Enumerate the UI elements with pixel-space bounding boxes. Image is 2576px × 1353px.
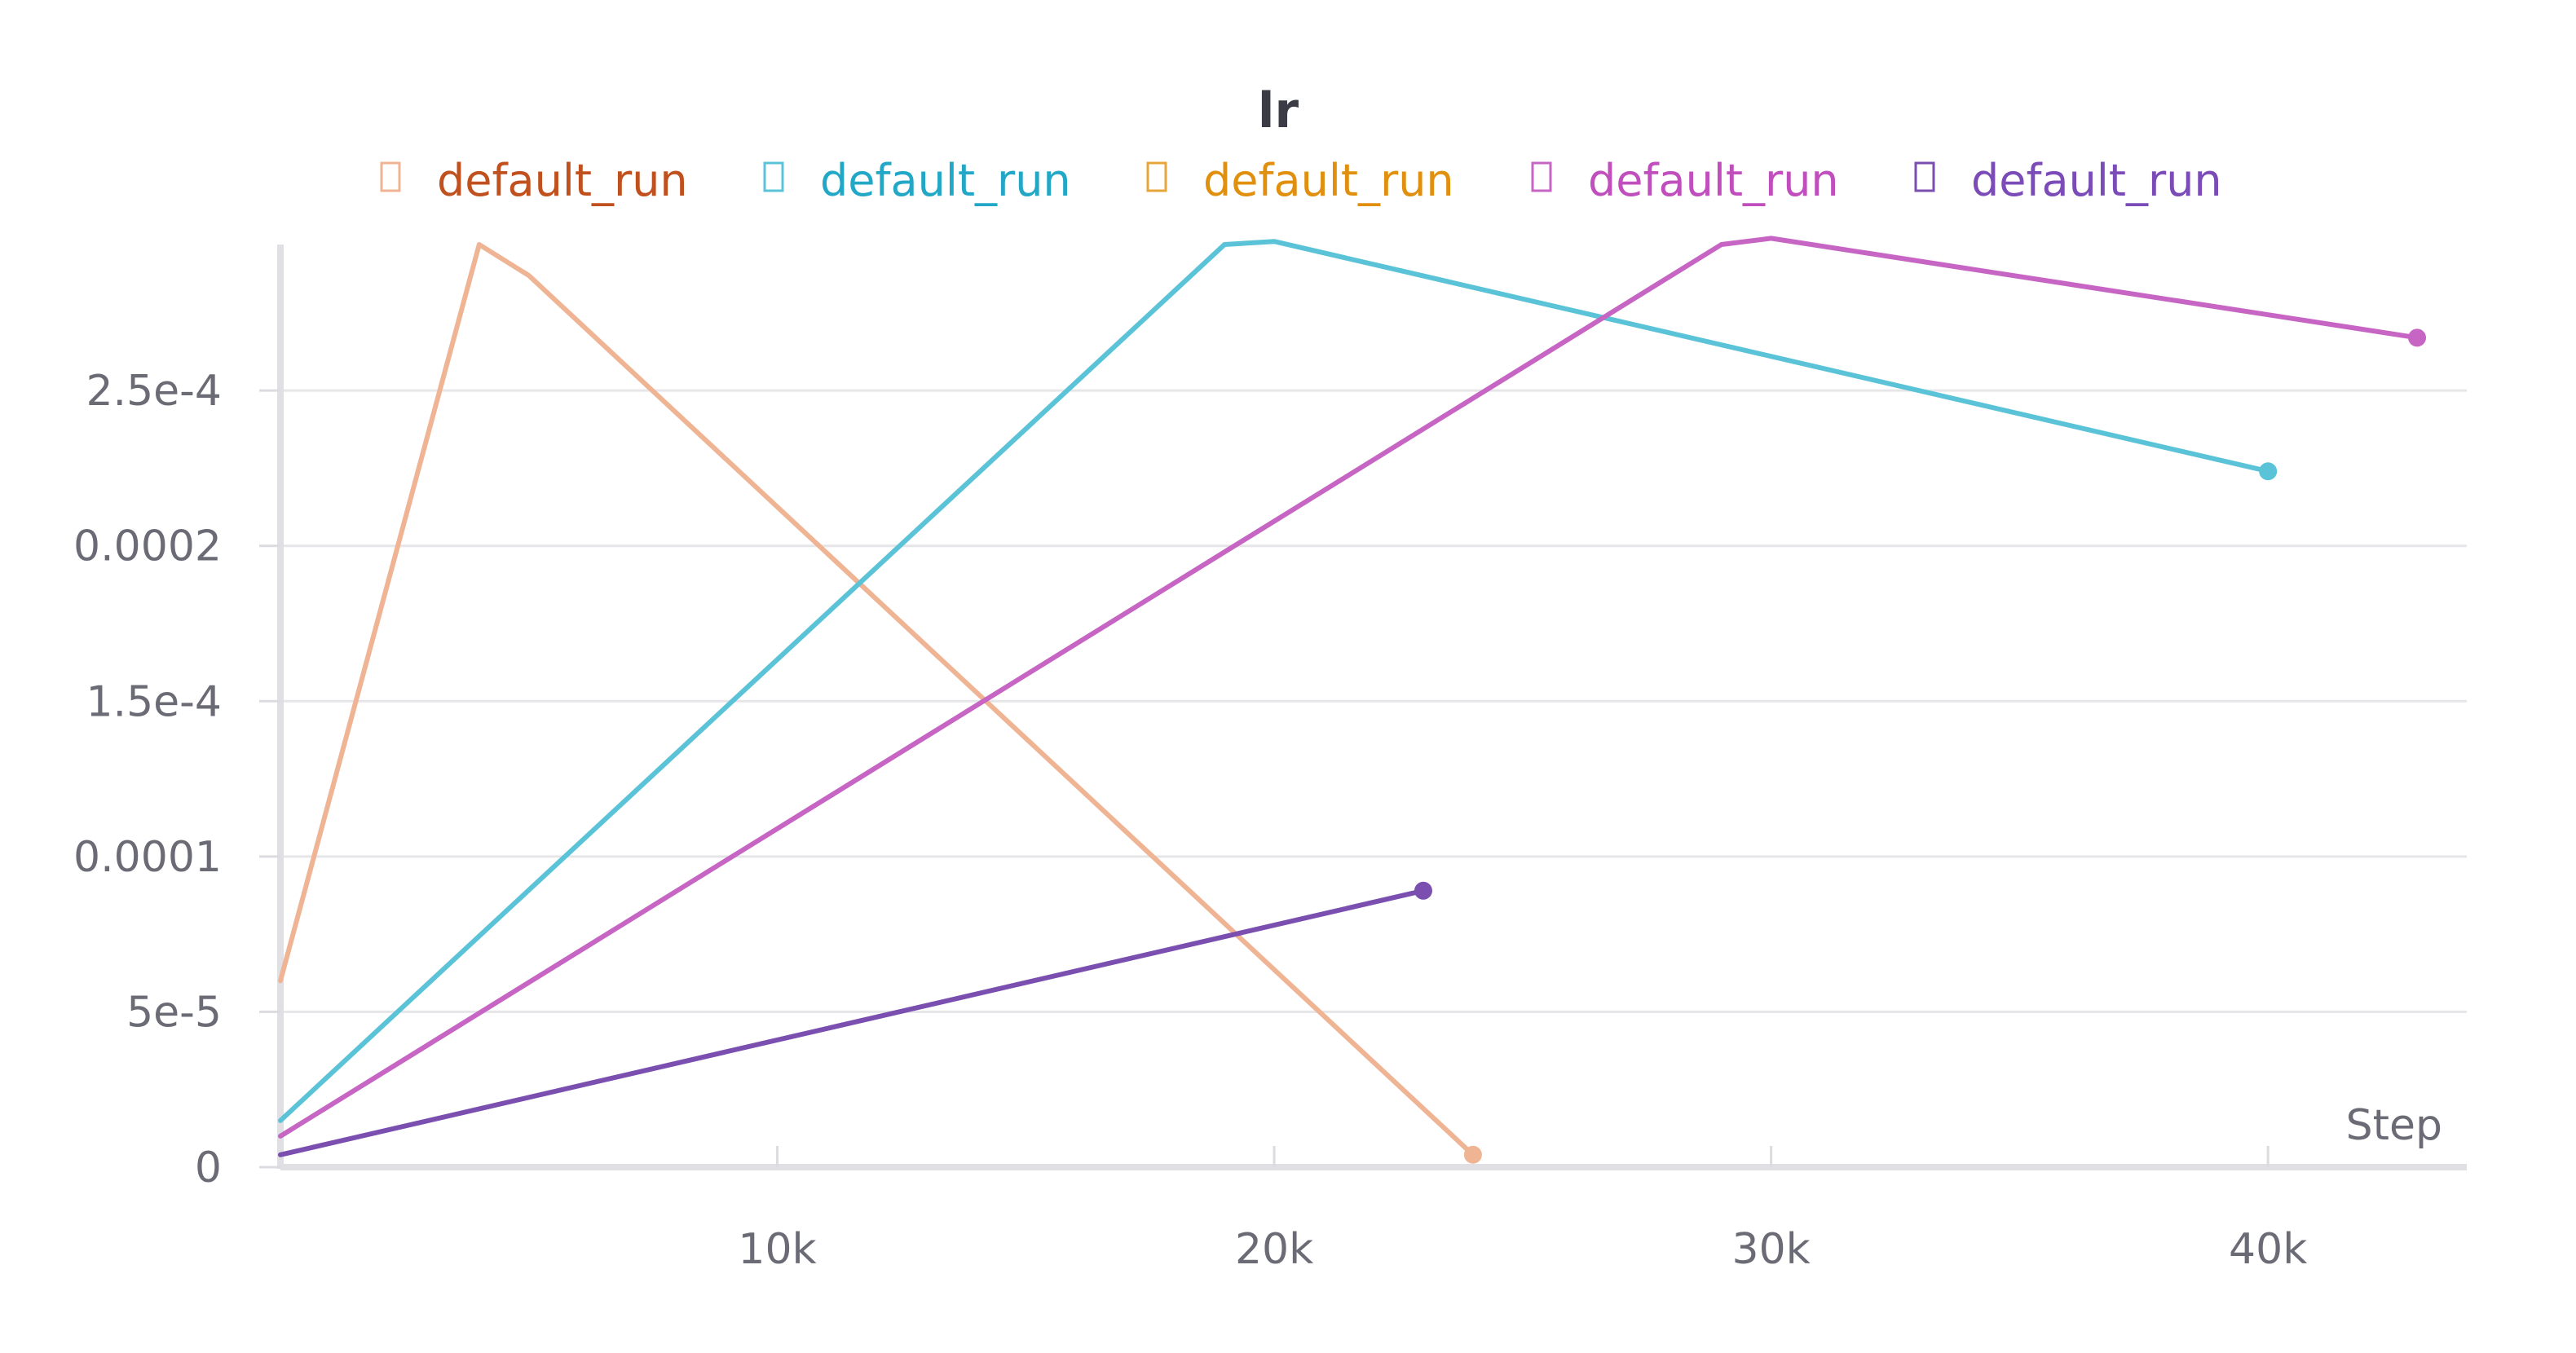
x-tick-label: 40k xyxy=(2229,1225,2307,1274)
grid-lines xyxy=(280,389,2467,1013)
legend-label-4: default_run xyxy=(1588,155,1839,206)
series-end-point-4 xyxy=(2408,328,2427,347)
y-tick-label: 0.0002 xyxy=(73,522,222,571)
legend-swatch-3 xyxy=(1146,161,1167,192)
legend-label-5: default_run xyxy=(1971,155,2222,206)
series-lines xyxy=(278,236,2427,1164)
y-tick-label: 0 xyxy=(195,1144,222,1192)
series-end-point-1 xyxy=(1463,1145,1482,1164)
legend: default_run default_run default_run default… xyxy=(380,155,2222,206)
legend-swatch-5 xyxy=(1914,161,1935,192)
axes xyxy=(277,245,2467,1170)
legend-swatch-2 xyxy=(763,161,784,192)
legend-label-1: default_run xyxy=(437,155,688,206)
x-tick-label: 30k xyxy=(1731,1225,1810,1274)
x-tick-label: 10k xyxy=(738,1225,816,1274)
series-end-point-2 xyxy=(2259,462,2278,481)
legend-swatch-1 xyxy=(380,161,401,192)
x-axis-ticks: 10k 20k 30k 40k xyxy=(738,1146,2307,1274)
y-axis-ticks: 0 5e-5 0.0001 1.5e-4 0.0002 2.5e-4 xyxy=(73,367,280,1192)
series-end-point-5 xyxy=(1414,881,1432,900)
y-tick-label: 1.5e-4 xyxy=(86,677,222,726)
y-tick-label: 0.0001 xyxy=(73,833,222,882)
y-tick-label: 5e-5 xyxy=(126,988,222,1037)
series-line-2 xyxy=(278,239,2271,1123)
legend-label-2: default_run xyxy=(820,155,1071,206)
series-line-4 xyxy=(278,236,2419,1139)
x-axis-label: Step xyxy=(2346,1101,2442,1150)
legend-swatch-4 xyxy=(1531,161,1552,192)
x-tick-label: 20k xyxy=(1235,1225,1313,1274)
legend-label-3: default_run xyxy=(1203,155,1454,206)
series-line-5 xyxy=(278,888,1426,1157)
series-line-1 xyxy=(278,242,1475,1157)
y-tick-label: 2.5e-4 xyxy=(86,367,222,416)
chart-title: lr xyxy=(1258,82,1299,139)
